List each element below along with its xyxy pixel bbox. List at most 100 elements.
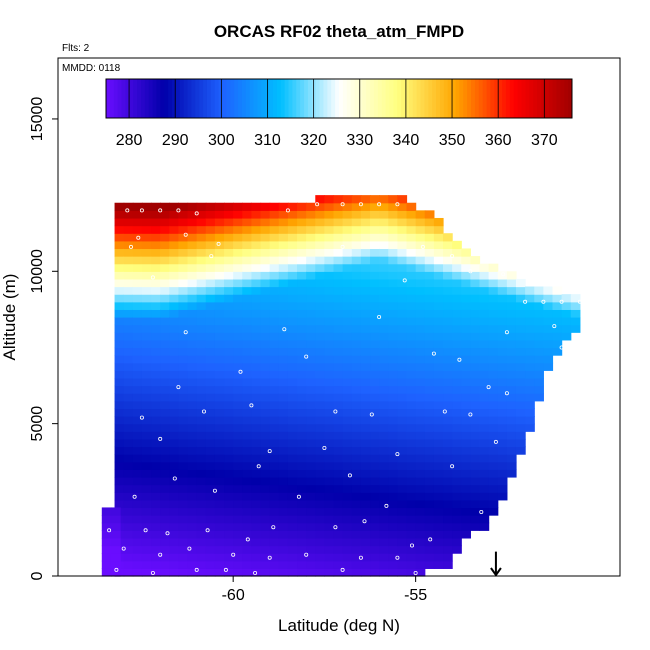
heatmap-cell [205,332,216,341]
heatmap-cell [114,217,125,227]
observation-point [158,208,163,213]
heatmap-cell [269,469,280,478]
heatmap-cell [379,461,389,470]
heatmap-cell [424,248,435,257]
heatmap-cell [415,408,426,417]
heatmap-cell [479,339,490,349]
heatmap-cell [224,370,234,379]
heatmap-cell [461,309,471,318]
heatmap-cell [315,240,325,250]
observation-point [358,202,363,207]
heatmap-cell [287,431,298,440]
heatmap-cell [141,568,152,577]
heatmap-cell [233,256,243,265]
colorbar-tick-label: 320 [300,132,327,149]
heatmap-cell [205,377,216,387]
heatmap-cell [315,317,325,326]
heatmap-cell [123,431,134,440]
heatmap-cell [315,210,325,219]
heatmap-cell [233,332,243,341]
observation-point [183,330,188,335]
heatmap-cell [424,553,435,562]
heatmap-cell [169,240,180,250]
heatmap-cell [132,202,143,211]
heatmap-cell [461,400,471,410]
heatmap-cell [506,446,517,455]
heatmap-cell [132,339,143,349]
heatmap-cell [306,294,316,303]
heatmap-cell [187,332,198,341]
x-tick-label: -55 [404,587,427,604]
heatmap-cell [424,355,435,364]
heatmap-cell [360,400,371,410]
heatmap-cell [278,248,289,257]
heatmap-cell [214,416,225,425]
heatmap-cell [315,332,325,341]
heatmap-cell [178,461,189,470]
heatmap-cell [306,515,316,524]
heatmap-cell [534,377,544,387]
heatmap-cell [141,324,152,333]
heatmap-cell [315,507,325,516]
heatmap-cell [306,286,316,295]
heatmap-cell [151,560,161,569]
heatmap-cell [132,545,143,554]
heatmap-cell [452,263,462,272]
heatmap-cell [534,385,544,394]
heatmap-cell [324,454,335,463]
heatmap-cell [388,530,398,539]
colorbar-segment [471,79,476,118]
heatmap-cell [196,560,207,569]
heatmap-cell [278,522,289,531]
heatmap-cell [205,507,216,516]
heatmap-cell [452,484,462,493]
heatmap-cell [342,377,353,387]
heatmap-cell [251,499,262,509]
heatmap-cell [433,324,444,333]
heatmap-cell [287,355,298,364]
heatmap-cell [333,507,344,516]
heatmap-cell [178,248,189,257]
heatmap-cell [169,248,180,257]
heatmap-cell [278,507,289,516]
heatmap-cell [169,362,180,371]
heatmap-cell [306,408,316,417]
heatmap-cell [433,217,444,227]
observation-point [504,330,509,335]
heatmap-cell [178,256,189,265]
heatmap-cell [260,294,271,303]
heatmap-cell [123,454,134,463]
observation-point [253,571,258,576]
heatmap-cell [269,423,280,432]
heatmap-cell [260,347,271,356]
heatmap-cell [433,339,444,349]
heatmap-cell [342,294,353,303]
heatmap-cell [306,416,316,425]
heatmap-cell [297,347,307,356]
heatmap-cell [123,271,134,280]
heatmap-cell [187,393,198,402]
heatmap-cell [151,286,161,295]
heatmap-cell [370,317,380,326]
colorbar-segment [106,79,111,118]
heatmap-cell [123,484,134,493]
heatmap-cell [397,195,408,204]
heatmap-cell [132,431,143,440]
heatmap-cell [251,309,262,318]
heatmap-cell [333,476,344,486]
heatmap-cell [196,233,207,242]
heatmap-cell [224,492,234,501]
heatmap-cell [424,537,435,547]
heatmap-cell [141,515,152,524]
heatmap-cell [278,278,289,288]
heatmap-cell [233,240,243,250]
heatmap-cell [379,416,389,425]
heatmap-cell [151,271,161,280]
heatmap-cell [351,438,362,448]
heatmap-cell [461,271,471,280]
heatmap-cell [452,476,462,486]
heatmap-cell [360,332,371,341]
observation-point [158,436,163,441]
heatmap-cell [488,469,499,478]
heatmap-cell [397,286,408,295]
